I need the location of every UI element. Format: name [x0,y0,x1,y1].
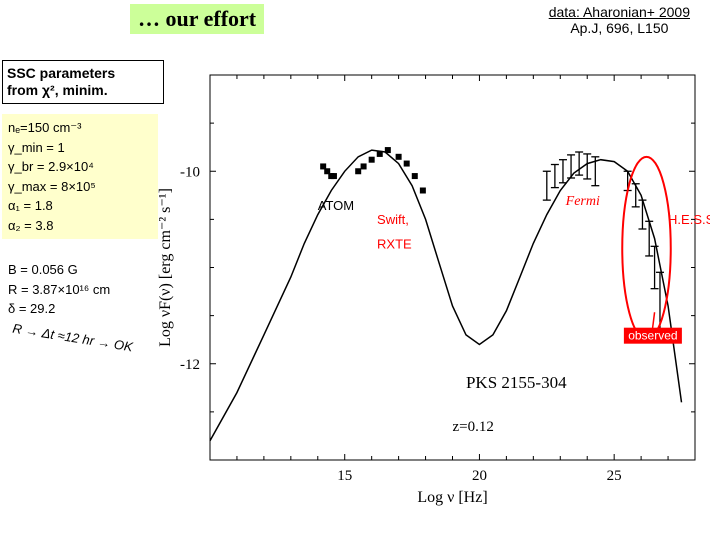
p8: R = 3.87×10¹⁶ cm [8,280,152,300]
sed-svg: 15 20 25 -12 -10 Log ν [Hz] Log νF(ν) [erg cm⁻… [150,60,710,530]
svg-text:Log νF(ν) [erg cm⁻² s⁻¹]: Log νF(ν) [erg cm⁻² s⁻¹] [157,188,174,347]
param-box-2: B = 0.056 G R = 3.87×10¹⁶ cm δ = 29.2 [2,256,158,323]
svg-text:RXTE: RXTE [377,236,412,251]
credit-line2: Ap.J, 696, L150 [570,20,668,36]
svg-text:H.E.S.S: H.E.S.S [668,212,710,227]
svg-text:-12: -12 [180,357,200,373]
svg-text:z=0.12: z=0.12 [453,419,494,435]
svg-text:PKS 2155-304: PKS 2155-304 [466,373,567,392]
p6: α₂ = 3.8 [8,216,152,236]
ok-note: R → Δt ≈12 hr → OK [12,321,134,355]
svg-text:ATOM: ATOM [318,198,354,213]
sed-plot: 15 20 25 -12 -10 Log ν [Hz] Log νF(ν) [erg cm⁻… [150,60,710,530]
p3: γ_br = 2.9×10⁴ [8,157,152,177]
svg-text:Log ν [Hz]: Log ν [Hz] [417,489,487,506]
ssc-l2: from χ², minim. [7,82,108,98]
credit-line1: data: Aharonian+ 2009 [549,4,690,20]
p4: γ_max = 8×10⁵ [8,177,152,197]
param-box-1: nₑ=150 cm⁻³ γ_min = 1 γ_br = 2.9×10⁴ γ_m… [2,114,158,239]
svg-text:observed: observed [628,329,677,343]
svg-text:-10: -10 [180,164,200,180]
p5: α₁ = 1.8 [8,196,152,216]
p7: B = 0.056 G [8,260,152,280]
svg-text:15: 15 [337,468,352,484]
svg-text:20: 20 [472,468,487,484]
page-title: … our effort [130,4,264,34]
p9: δ = 29.2 [8,299,152,319]
data-credit: data: Aharonian+ 2009 Ap.J, 696, L150 [549,4,690,36]
svg-text:Fermi: Fermi [565,194,600,209]
svg-text:Swift,: Swift, [377,212,409,227]
ssc-header: SSC parameters from χ², minim. [2,60,164,104]
svg-text:25: 25 [607,468,622,484]
p1: nₑ=150 cm⁻³ [8,118,152,138]
p2: γ_min = 1 [8,138,152,158]
ssc-l1: SSC parameters [7,65,115,81]
